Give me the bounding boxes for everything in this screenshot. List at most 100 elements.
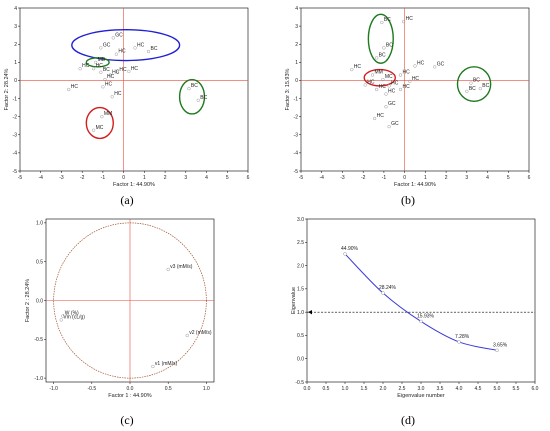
y-tick-label: -0.5	[295, 380, 304, 386]
y-tick-label: 0	[14, 78, 17, 84]
y-tick-label: -3	[13, 133, 18, 139]
eigenvalue-point-label: 15.93%	[417, 313, 435, 319]
y-tick-label: 0.5	[297, 333, 304, 339]
data-point-label: BC	[469, 86, 476, 92]
x-tick-label: 2.0	[380, 386, 387, 392]
y-tick-label: 2.0	[297, 263, 304, 269]
x-tick-label: 5	[226, 175, 229, 181]
x-tick-label: 2.5	[399, 386, 406, 392]
panel-a-chart: -5 -4 -3 -2 -1 0 1 2 3 4 5 6 -5 -4 -3 -2 -1 0 1 2 3 4 Factor 1…	[4, 6, 250, 188]
x-tick-label: 4	[205, 175, 208, 181]
data-point	[384, 92, 388, 96]
x-tick-label: 1.0	[342, 386, 349, 392]
y-tick-label: 1.5	[297, 287, 304, 293]
data-point-label: GC	[115, 32, 123, 38]
data-point	[381, 77, 385, 82]
x-tick-label: 6.0	[532, 386, 539, 392]
x-tick-label: -4	[320, 175, 325, 181]
y-tick-label: -4	[294, 151, 299, 157]
data-point-label: BC	[482, 83, 489, 89]
data-point-label: HC	[367, 79, 375, 85]
eigenvalue-point-label: 44.90%	[341, 246, 359, 252]
group-ellipse	[85, 106, 114, 140]
data-point-label: BC	[191, 83, 198, 89]
x-tick-label: -1	[382, 175, 387, 181]
x-tick-label: 3.5	[437, 386, 444, 392]
x-tick-label: -5	[299, 175, 304, 181]
data-point	[59, 318, 63, 322]
data-point	[151, 364, 155, 369]
data-point-label: HC	[96, 63, 104, 69]
data-point-label: HC	[119, 67, 127, 73]
y-tick-label: 1	[14, 60, 17, 66]
data-point-label: MC	[96, 125, 104, 131]
data-point-label: MC	[385, 74, 393, 80]
data-point	[185, 333, 189, 338]
data-point	[103, 77, 107, 82]
data-point	[114, 52, 119, 56]
data-point-label: BC	[379, 52, 386, 58]
x-axis-label: Eigenvalue number	[397, 393, 445, 399]
data-point-label: GC	[103, 42, 111, 48]
x-tick-label: -2	[80, 175, 85, 181]
data-point-label: HC	[107, 74, 115, 80]
data-point	[115, 70, 120, 74]
x-axis-label: Factor 1: 44.90%	[394, 182, 436, 188]
x-tick-label: 5.5	[513, 386, 520, 392]
group-ellipse	[456, 66, 492, 102]
x-tick-label: 2	[445, 175, 448, 181]
correlation-circle	[53, 222, 207, 379]
data-point	[478, 86, 482, 91]
x-tick-label: 2	[164, 175, 167, 181]
data-point-label: HC	[71, 84, 79, 90]
y-tick-label: -2	[13, 114, 18, 120]
plot-frame	[306, 218, 536, 383]
data-point-label: GC	[388, 101, 396, 107]
data-point	[94, 60, 98, 64]
group-ellipse	[363, 68, 397, 87]
eigenvalue-point-label: 7.28%	[455, 334, 470, 340]
eigenvalue-point	[457, 340, 461, 344]
x-tick-label: 4	[486, 175, 489, 181]
x-tick-label: 3	[465, 175, 468, 181]
x-tick-label: -0.5	[88, 386, 97, 392]
y-tick-label: 3	[14, 24, 17, 30]
data-point-label: MM	[104, 111, 112, 117]
y-tick-label: 0.0	[297, 357, 304, 363]
data-point	[127, 69, 131, 74]
data-point	[384, 105, 388, 109]
data-point-label: HC	[402, 84, 410, 90]
data-point	[372, 116, 377, 121]
x-tick-label: 0.5	[165, 386, 172, 392]
y-tick-label: 2	[14, 42, 17, 48]
data-point-label: HC	[118, 49, 126, 55]
data-point	[61, 314, 65, 318]
panel-label-c: (c)	[120, 413, 133, 427]
data-point-label: HC	[377, 113, 385, 119]
eigenvalue-curve	[344, 253, 498, 351]
x-tick-label: -1	[101, 175, 106, 181]
y-tick-label: -2	[294, 114, 299, 120]
data-point-label: BC	[103, 67, 110, 73]
y-tick-label: 3.0	[297, 217, 304, 223]
x-tick-label: 6	[247, 175, 250, 181]
panel-label-d: (d)	[401, 413, 415, 427]
y-axis-label: Factor 3: 15.93%	[285, 68, 291, 110]
data-point	[370, 73, 375, 77]
data-point	[469, 81, 473, 85]
data-point	[363, 83, 367, 87]
data-point-label: HC	[412, 76, 420, 82]
data-point-label: HC	[406, 16, 414, 22]
data-point-label: HC	[354, 64, 362, 70]
y-tick-label: -5	[294, 169, 299, 175]
x-tick-label: 0	[122, 175, 125, 181]
y-tick-label: 4	[295, 6, 298, 12]
data-point-label: W (%)	[65, 311, 79, 317]
data-point	[99, 70, 103, 74]
data-point	[401, 19, 406, 24]
data-point-label: BC	[386, 42, 393, 48]
x-tick-label: 0.5	[323, 386, 330, 392]
data-point	[78, 67, 82, 71]
data-point	[111, 36, 115, 40]
